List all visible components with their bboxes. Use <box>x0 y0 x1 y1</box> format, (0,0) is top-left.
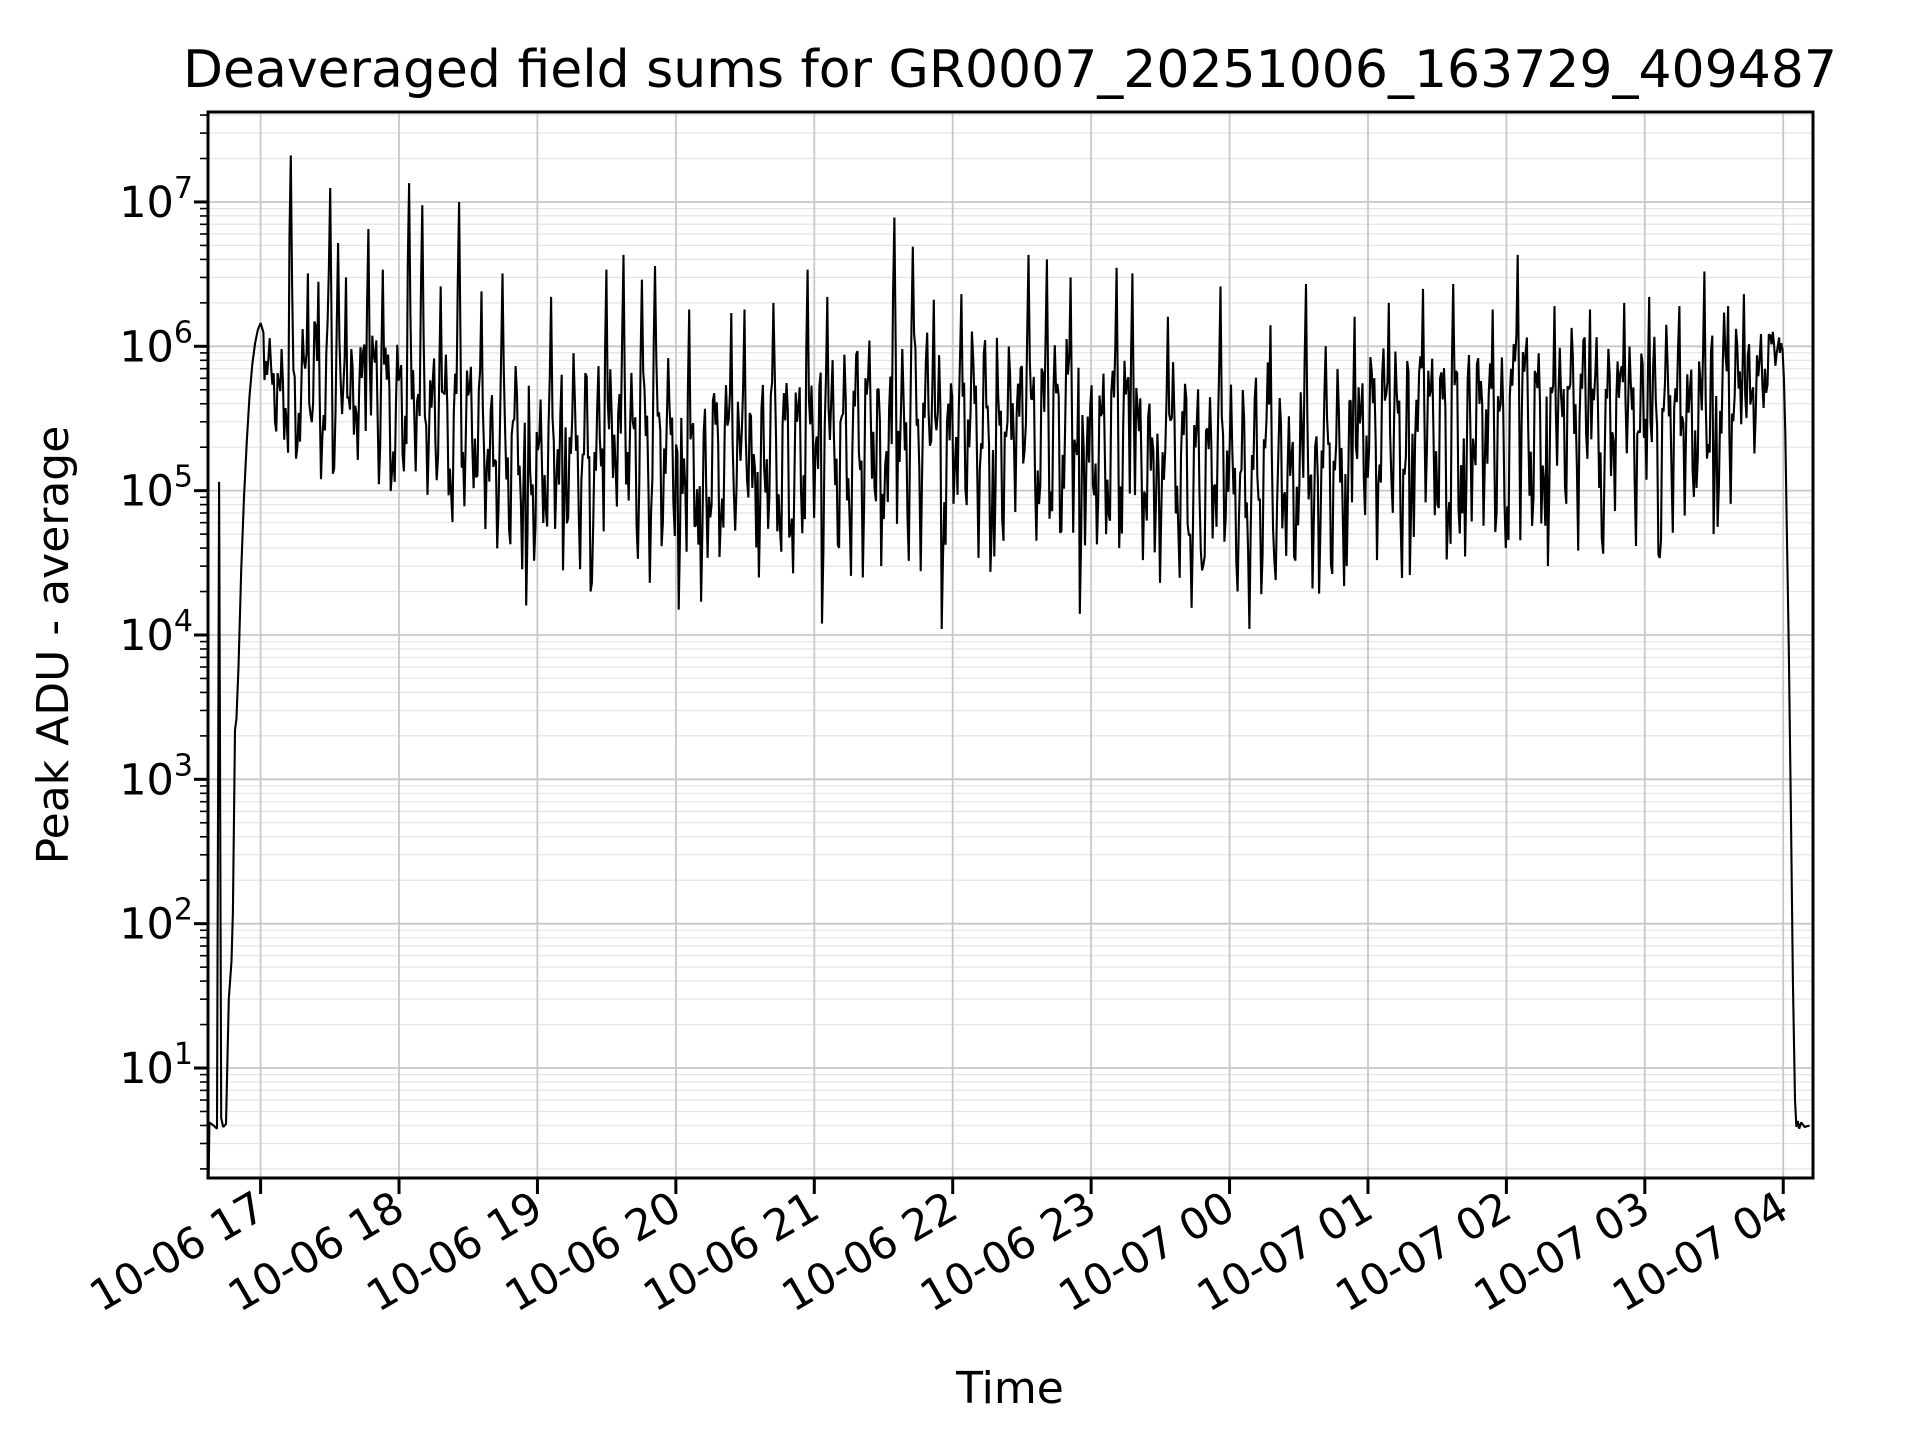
y-tick-label: 105 <box>119 460 193 517</box>
y-tick-label: 107 <box>119 171 193 228</box>
y-axis-major-ticks <box>194 200 208 1070</box>
minor-gridlines <box>208 114 1813 1170</box>
y-axis-tick-labels: 101 102 103 104 105 106 107 <box>119 171 193 1094</box>
y-axis-minor-ticks <box>200 114 208 1170</box>
chart-title: Deaveraged field sums for GR0007_2025100… <box>183 40 1837 100</box>
y-tick-label: 101 <box>119 1037 193 1094</box>
x-axis-major-ticks <box>259 1178 1785 1194</box>
x-axis-label: Time <box>955 1363 1064 1414</box>
y-tick-label: 102 <box>119 893 193 950</box>
y-axis-label: Peak ADU - average <box>28 426 79 865</box>
y-tick-label: 106 <box>119 315 193 372</box>
plot-frame <box>206 110 1815 1180</box>
major-gridlines <box>208 112 1813 1178</box>
y-tick-label: 103 <box>119 748 193 805</box>
y-tick-label: 104 <box>119 604 193 661</box>
data-series-line <box>207 155 1810 1176</box>
